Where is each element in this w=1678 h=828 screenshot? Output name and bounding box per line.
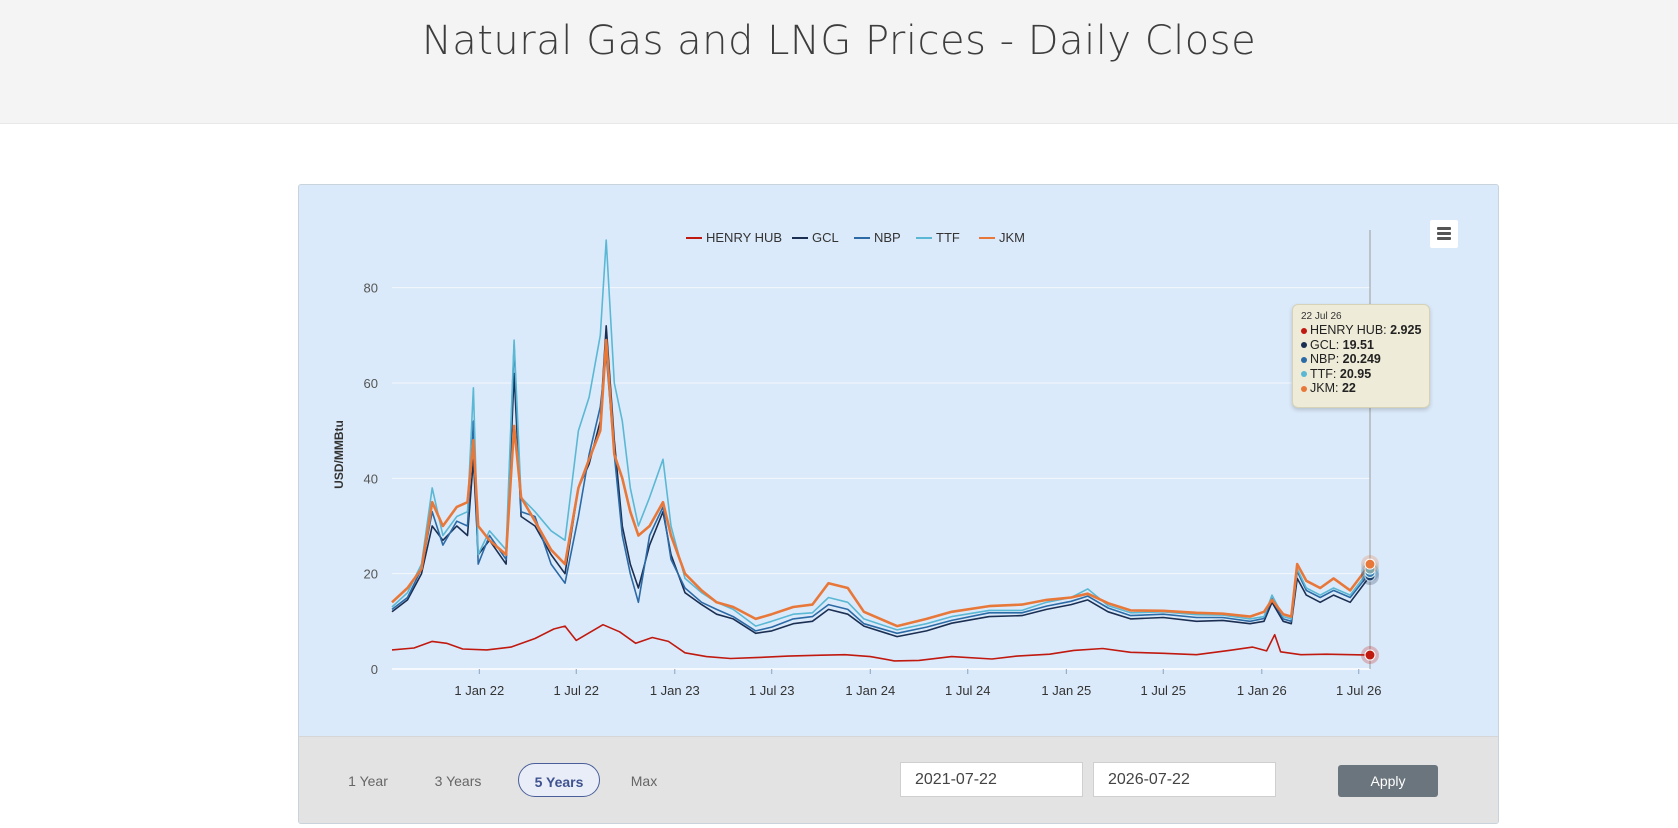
y-tick-label: 80 [364,281,378,296]
series-end-point [1364,649,1376,661]
end-date-input[interactable] [1093,762,1276,797]
series-marker-icon [1301,356,1307,363]
x-tick-label: 1 Jan 25 [1041,683,1091,698]
start-date-input[interactable] [900,762,1083,797]
legend-item-gcl: GCL [812,230,839,245]
series-end-point [1364,558,1376,570]
y-axis-label: USD/MMBtu [332,420,346,489]
range-1-year-button[interactable]: 1 Year [337,763,399,797]
x-tick-label: 1 Jan 24 [845,683,895,698]
tooltip-value: 20.249 [1342,352,1381,366]
tooltip-row-nbp: NBP: 20.249 [1301,352,1421,367]
tooltip-value: 22 [1341,381,1356,395]
x-tick-label: 1 Jan 23 [650,683,700,698]
range-max-button[interactable]: Max [619,763,669,797]
series-marker-icon [1301,327,1307,334]
chart-controls: 1 Year 3 Years 5 Years Max Apply [299,736,1498,823]
series-marker-icon [1301,371,1307,378]
y-tick-label: 60 [364,376,378,391]
y-tick-label: 20 [364,567,378,582]
chart-area: 0 20 40 60 80 USD/MMBtu 1 Jan 22 1 Jul 22 1 Jan … [299,185,1498,736]
series-marker-icon [1301,385,1307,392]
tooltip-value: 20.95 [1339,366,1372,381]
y-tick-label: 40 [364,471,378,486]
series-line-henry-hub [391,623,1371,662]
legend-item-ttf: TTF [936,230,960,245]
series-marker-icon [1301,342,1307,349]
series-line-jkm [391,338,1372,628]
range-3-years-button[interactable]: 3 Years [421,763,495,797]
tooltip-row-jkm: JKM: 22 [1301,381,1421,396]
series-line-ttf [391,239,1371,631]
tooltip-label: JKM [1310,381,1335,395]
tooltip-value: 19.51 [1342,337,1374,352]
chart-menu-button[interactable] [1430,220,1458,248]
legend-item-henry-hub: HENRY HUB [706,230,782,245]
y-tick-label: 0 [371,662,378,677]
tooltip-row-gcl: GCL: 19.51 [1301,338,1421,353]
price-chart: 0 20 40 60 80 USD/MMBtu 1 Jan 22 1 Jul 22 1 Jan … [332,230,1382,698]
series-line-gcl [391,325,1371,638]
series-line-nbp [391,344,1371,635]
x-tick-label: 1 Jul 25 [1140,683,1186,698]
tooltip-row-henry-hub: HENRY HUB: 2.925 [1301,323,1421,338]
apply-button[interactable]: Apply [1338,765,1438,797]
legend-item-nbp: NBP [874,230,901,245]
x-tick-label: 1 Jul 26 [1336,683,1382,698]
tooltip-label: GCL [1310,337,1336,352]
chart-card: 0 20 40 60 80 USD/MMBtu 1 Jan 22 1 Jul 22 1 Jan … [298,184,1499,824]
page-title: Natural Gas and LNG Prices - Daily Close [421,18,1257,64]
page-header: Natural Gas and LNG Prices - Daily Close [0,0,1678,124]
tooltip-label: NBP [1310,352,1336,366]
tooltip-label: TTF [1310,366,1333,381]
x-tick-label: 1 Jul 24 [945,683,991,698]
x-tick-label: 1 Jul 22 [553,683,599,698]
x-tick-label: 1 Jan 26 [1237,683,1287,698]
tooltip-date: 22 Jul 26 [1301,311,1342,322]
tooltip-label: HENRY HUB [1310,323,1384,337]
legend-item-jkm: JKM [999,230,1025,245]
tooltip-row-ttf: TTF: 20.95 [1301,367,1421,382]
chart-tooltip: 22 Jul 26 HENRY HUB: 2.925 GCL: 19.51 NB… [1292,304,1430,408]
x-tick-label: 1 Jul 23 [749,683,795,698]
range-5-years-button[interactable]: 5 Years [518,763,600,797]
x-tick-label: 1 Jan 22 [454,683,504,698]
tooltip-value: 2.925 [1390,323,1422,337]
